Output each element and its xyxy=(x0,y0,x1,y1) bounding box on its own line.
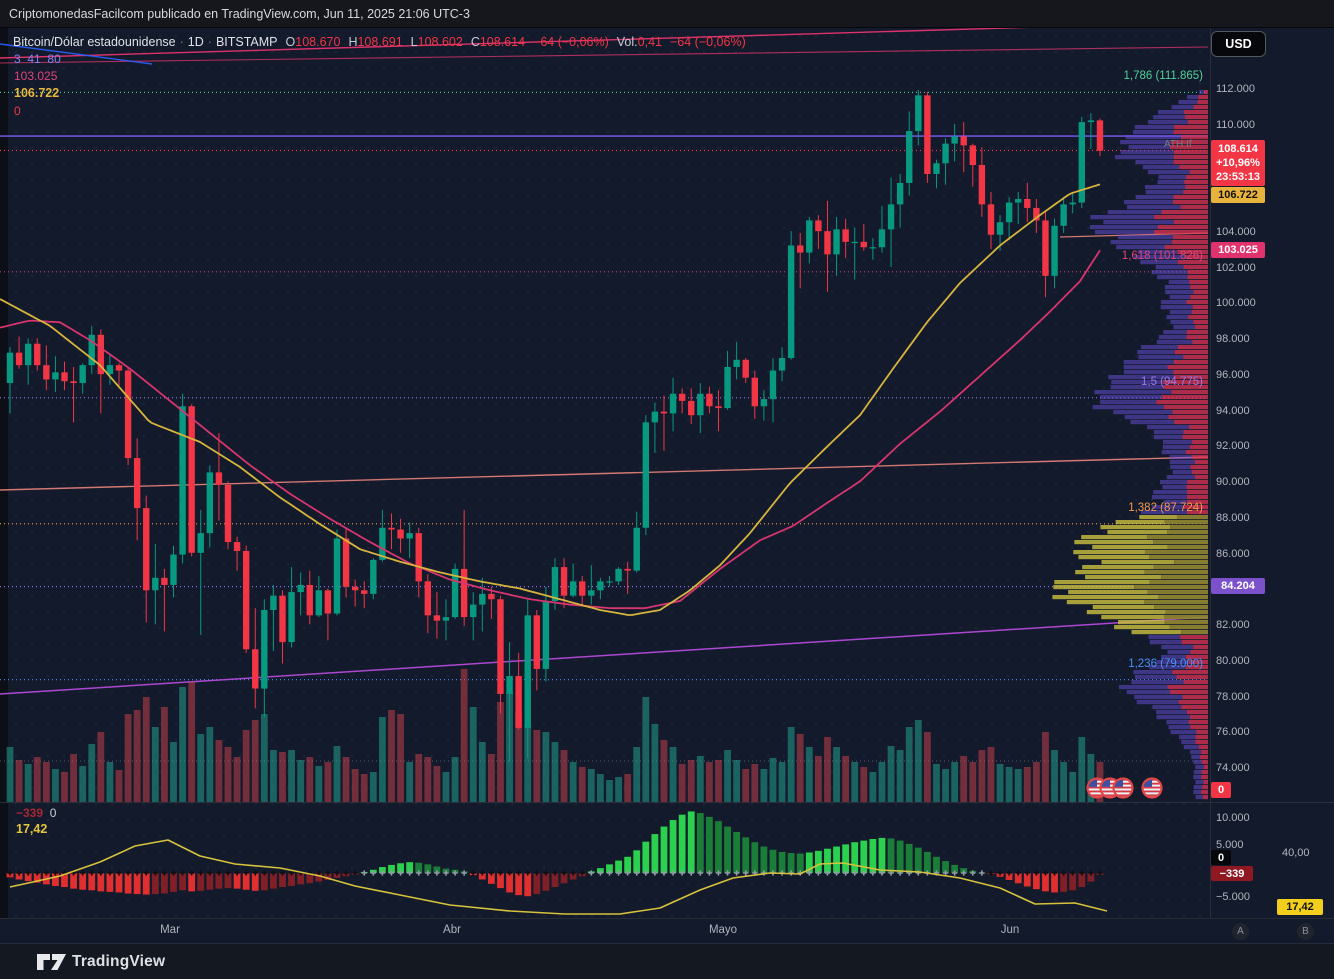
month-label-mar: Mar xyxy=(160,924,180,936)
volume-change-value: −64 (−0,06%) xyxy=(669,35,746,49)
month-label-mayo: Mayo xyxy=(708,924,738,936)
slow-ma-price-badge: 103.025 xyxy=(1211,242,1265,258)
tradingview-footer: TradingView xyxy=(0,943,1334,979)
last-price-price: 108.614 xyxy=(1218,143,1258,155)
chart-left-edge xyxy=(0,28,8,918)
price-tick-label: 98.000 xyxy=(1216,333,1250,345)
fib-level-label: 1,5 (94.775) xyxy=(1140,376,1203,388)
separators xyxy=(0,28,1334,918)
price-tick-label: 76.000 xyxy=(1216,726,1250,738)
price-tick-label: 74.000 xyxy=(1216,762,1250,774)
trend-lines xyxy=(0,21,1209,695)
histogram-value-readout: −339 xyxy=(16,806,44,820)
legend-separator: · xyxy=(179,35,184,49)
ma-inputs-readout: 3 41 80 xyxy=(14,52,61,66)
price-tick-label: 90.000 xyxy=(1216,476,1250,488)
secondary-scale-value: 40,00 xyxy=(1282,847,1310,859)
change-value: −64 (−0,06%) xyxy=(533,35,609,49)
volume-series xyxy=(6,669,1104,802)
interval-value[interactable]: 1D xyxy=(187,35,204,49)
month-label-abr: Abr xyxy=(443,924,461,936)
scale-button-b[interactable]: B xyxy=(1297,923,1314,940)
publish-info-text: CriptomonedasFacilcom publicado en Tradi… xyxy=(9,7,470,21)
oscillator-value-readout: 17,42 xyxy=(16,822,48,836)
price-tick-label: 100.000 xyxy=(1216,297,1256,309)
level-lines xyxy=(0,91,1208,762)
open-label: O xyxy=(285,35,296,49)
price-tick-label: 88.000 xyxy=(1216,512,1250,524)
price-tick-label: 78.000 xyxy=(1216,691,1250,703)
cross-series-readout: 0 xyxy=(49,806,57,820)
last-price-change_pct: +10,96% xyxy=(1216,157,1260,169)
ma-input-1: 3 xyxy=(14,52,21,66)
ath-line-label: ATH If xyxy=(1164,139,1192,150)
zero-cross-markers xyxy=(7,870,1103,876)
legend-separator: · xyxy=(207,35,212,49)
price-tick-label: 96.000 xyxy=(1216,369,1250,381)
histogram-value-badge: −339 xyxy=(1211,866,1253,881)
last-price-badge: 108.614 +10,96% 23:53:13 xyxy=(1211,140,1265,186)
symbol-legend[interactable]: Bitcoin/Dólar estadounidense · 1D · BITSTAMP… xyxy=(13,35,746,49)
tradingview-wordmark[interactable]: TradingView xyxy=(72,953,166,970)
last-price-countdown: 23:53:13 xyxy=(1215,171,1261,183)
indicator-zero-badge: 0 xyxy=(1211,850,1231,865)
price-tick-label: 112.000 xyxy=(1216,83,1255,95)
open-value: 108.670 xyxy=(295,35,341,49)
price-tick-label: 80.000 xyxy=(1216,655,1250,667)
price-tick-label: 82.000 xyxy=(1216,619,1250,631)
tradingview-logo-icon[interactable] xyxy=(36,952,68,972)
us-flag-event-icon[interactable] xyxy=(1113,778,1133,798)
volume-label: Vol. xyxy=(616,35,638,49)
fast-ma-line xyxy=(0,183,1101,616)
indicator-tick-label: 5.000 xyxy=(1216,839,1244,851)
oscillator-value-badge: 17,42 xyxy=(1277,899,1323,915)
price-tick-label: 92.000 xyxy=(1216,440,1250,452)
publish-info-bar: CriptomonedasFacilcom publicado en Tradi… xyxy=(0,0,1334,28)
fib-level-label: 1,236 (79.000) xyxy=(1128,658,1203,670)
indicator-readouts: −339 0 xyxy=(16,806,56,820)
symbol-title[interactable]: Bitcoin/Dólar estadounidense xyxy=(13,35,176,49)
fib-level-label: 1,618 (101.826) xyxy=(1121,250,1203,262)
slow-ma-line xyxy=(0,249,1101,610)
yellow-ma-readout: 106.722 xyxy=(14,86,60,100)
price-tick-label: 86.000 xyxy=(1216,548,1250,560)
indicator-tick-label: 10.000 xyxy=(1216,812,1250,824)
month-label-jun: Jun xyxy=(1000,924,1020,936)
close-label: C xyxy=(470,35,480,49)
high-label: H xyxy=(348,35,358,49)
us-flag-event-icon[interactable] xyxy=(1142,778,1162,798)
fast-ma-price-badge: 106.722 xyxy=(1211,187,1265,203)
price-tick-label: 110.000 xyxy=(1216,119,1255,131)
zero-readout: 0 xyxy=(14,104,21,118)
pink-ma-readout: 103.025 xyxy=(14,69,58,83)
histogram-series xyxy=(6,811,1104,897)
indicator-tick-label: −5.000 xyxy=(1216,891,1250,903)
price-tick-label: 94.000 xyxy=(1216,405,1250,417)
volume-zero-badge: 0 xyxy=(1211,782,1231,798)
event-markers xyxy=(1086,777,1163,799)
exchange-name: BITSTAMP xyxy=(215,35,278,49)
oscillator-line xyxy=(9,839,1108,915)
price-tick-label: 102.000 xyxy=(1216,262,1256,274)
ma-input-3: 80 xyxy=(47,52,61,66)
candlestick-series xyxy=(6,90,1104,762)
scale-button-a[interactable]: A xyxy=(1232,923,1249,940)
volume-value: 0,41 xyxy=(637,35,662,49)
low-value: 108.602 xyxy=(417,35,463,49)
low-label: L xyxy=(410,35,418,49)
high-value: 108.691 xyxy=(357,35,403,49)
currency-toggle-button[interactable]: USD xyxy=(1211,31,1266,57)
volume-profile xyxy=(1052,90,1208,800)
price-tick-label: 104.000 xyxy=(1216,226,1256,238)
ma-input-2: 41 xyxy=(27,52,41,66)
fib-level-label: 1,382 (87.724) xyxy=(1128,502,1203,514)
time-axis[interactable]: Mar Abr Mayo Jun A B xyxy=(0,918,1334,943)
close-value: 108.614 xyxy=(479,35,526,49)
fib-level-label: 1,786 (111.865) xyxy=(1123,70,1204,82)
poc-price-badge: 84.204 xyxy=(1211,578,1265,594)
